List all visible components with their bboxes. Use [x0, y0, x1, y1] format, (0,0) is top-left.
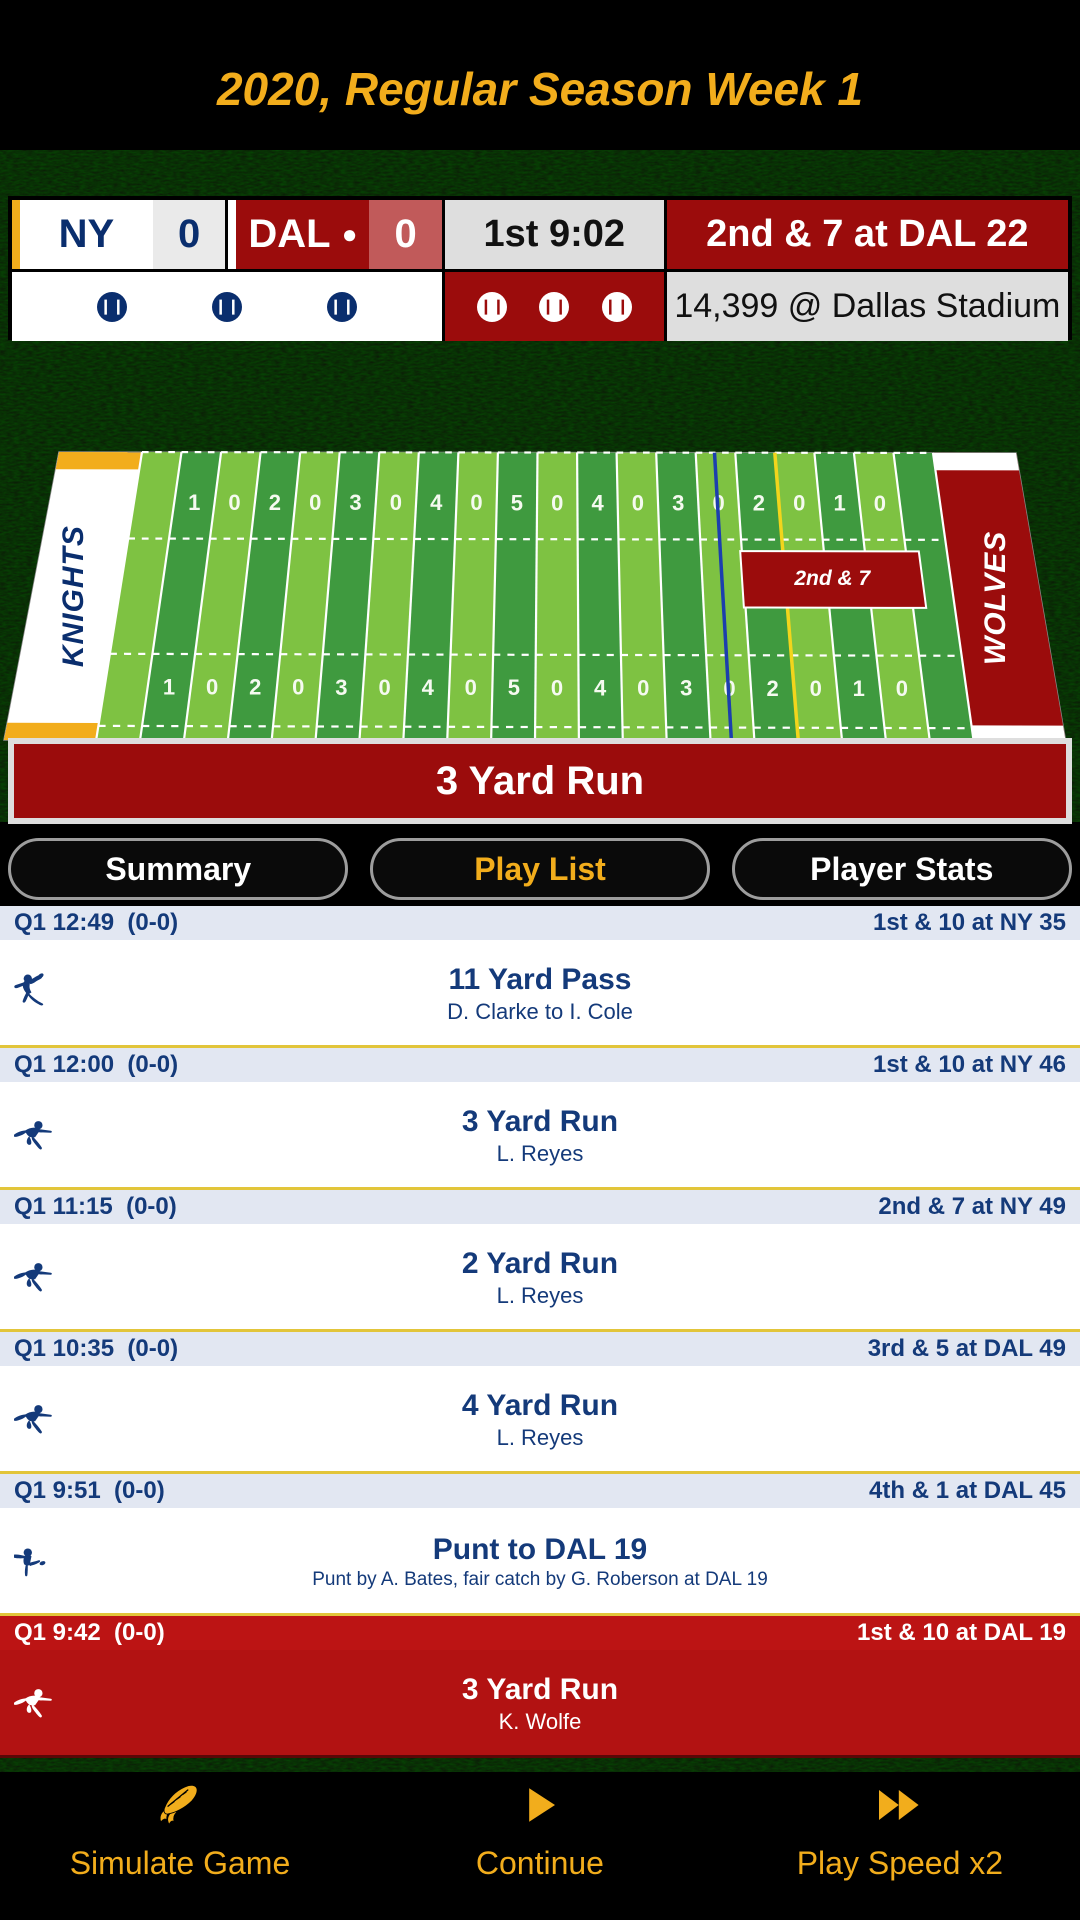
- svg-text:2: 2: [249, 675, 261, 700]
- svg-text:KNIGHTS: KNIGHTS: [57, 525, 90, 667]
- svg-text:2: 2: [269, 490, 281, 515]
- svg-text:0: 0: [637, 676, 649, 701]
- svg-text:2: 2: [753, 491, 765, 516]
- svg-text:0: 0: [206, 675, 218, 700]
- svg-text:3: 3: [335, 675, 347, 700]
- svg-text:0: 0: [292, 675, 304, 700]
- svg-text:3: 3: [680, 676, 692, 701]
- svg-text:2nd & 7: 2nd & 7: [793, 567, 871, 590]
- svg-text:3: 3: [349, 490, 361, 515]
- svg-text:0: 0: [309, 490, 321, 515]
- svg-text:3: 3: [672, 491, 684, 516]
- svg-text:5: 5: [508, 675, 520, 700]
- svg-text:0: 0: [632, 491, 644, 516]
- svg-text:0: 0: [551, 490, 563, 515]
- svg-text:4: 4: [430, 490, 443, 515]
- svg-text:0: 0: [228, 490, 240, 515]
- svg-text:0: 0: [465, 675, 477, 700]
- svg-text:4: 4: [594, 675, 607, 700]
- svg-text:1: 1: [833, 491, 845, 516]
- svg-text:0: 0: [793, 491, 805, 516]
- svg-text:1: 1: [163, 674, 175, 699]
- svg-text:4: 4: [422, 675, 435, 700]
- svg-text:0: 0: [810, 676, 822, 701]
- svg-text:2: 2: [766, 676, 778, 701]
- svg-text:0: 0: [874, 491, 886, 516]
- svg-text:WOLVES: WOLVES: [979, 531, 1012, 665]
- svg-text:0: 0: [378, 675, 390, 700]
- svg-text:0: 0: [390, 490, 402, 515]
- svg-text:1: 1: [188, 490, 200, 515]
- svg-text:5: 5: [511, 490, 523, 515]
- svg-text:1: 1: [853, 676, 865, 701]
- svg-text:0: 0: [896, 676, 908, 701]
- svg-text:0: 0: [551, 675, 563, 700]
- svg-text:4: 4: [591, 490, 604, 515]
- svg-text:0: 0: [470, 490, 482, 515]
